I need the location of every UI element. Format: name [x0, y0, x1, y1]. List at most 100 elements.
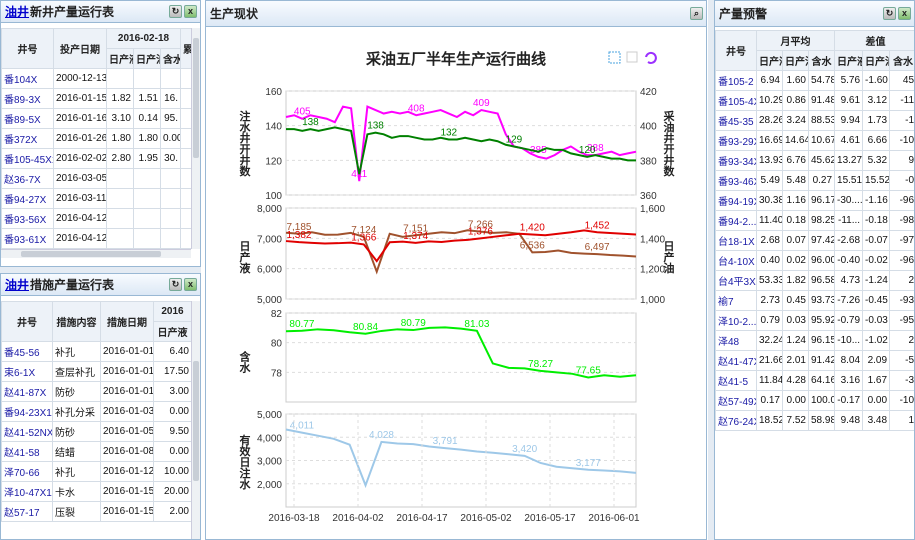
left-splitter[interactable]: [0, 267, 201, 273]
well-link[interactable]: 番89-5X: [1, 108, 54, 129]
table-row[interactable]: 番93-61X 2016-04-12: [1, 228, 192, 249]
table-row[interactable]: 番89-5X 2016-01-16 3.10 0.14 95.: [1, 108, 192, 129]
table-row[interactable]: 番105-45X1 2016-02-02 2.80 1.95 30.: [1, 148, 192, 169]
col-date[interactable]: 投产日期: [53, 28, 107, 69]
well-link[interactable]: 台4-10X: [715, 250, 757, 271]
table-row[interactable]: 番45-56 补孔 2016-01-01 6.40: [1, 341, 192, 362]
table-row[interactable]: 番94-23X1 补孔分采 2016-01-03 0.00: [1, 401, 192, 422]
col-diff-water[interactable]: 含水: [889, 50, 914, 71]
well-link[interactable]: 番105-45X1: [1, 148, 54, 169]
oil-well-link[interactable]: 油井: [5, 278, 30, 292]
table-row[interactable]: 台18-1X 2.68 0.07 97.42 -2.68 -0.07 -97: [715, 230, 914, 251]
col-diff-oil[interactable]: 日产油: [862, 50, 891, 71]
table-row[interactable]: 束6-1X 查层补孔 2016-01-01 17.50: [1, 361, 192, 382]
well-link[interactable]: 赵57-49X: [715, 390, 757, 411]
table-row[interactable]: 番89-3X 2016-01-15 1.82 1.51 16.: [1, 88, 192, 109]
table-row[interactable]: 赵41-87X 防砂 2016-01-01 3.00: [1, 381, 192, 402]
table-row[interactable]: 番93-56X 2016-04-12: [1, 208, 192, 229]
table-row[interactable]: 赵76-24X 18.52 7.52 58.98 9.48 3.48 1: [715, 410, 914, 431]
export-excel-icon[interactable]: x: [898, 7, 911, 20]
well-link[interactable]: 番45-35: [715, 110, 757, 131]
oil-well-link[interactable]: 油井: [5, 5, 30, 19]
col-daily-oil[interactable]: 日产油: [782, 50, 809, 71]
table-row[interactable]: 台4-10X 0.40 0.02 96.00 -0.40 -0.02 -96: [715, 250, 914, 271]
table-row[interactable]: 泽70-66 补孔 2016-01-12 10.00: [1, 461, 192, 482]
refresh-icon[interactable]: ↻: [169, 278, 182, 291]
well-link[interactable]: 番93-56X: [1, 208, 54, 229]
col-well[interactable]: 井号: [1, 301, 53, 342]
col-daily-liquid[interactable]: 日产液: [106, 48, 134, 69]
well-link[interactable]: 赵57-17: [1, 501, 53, 522]
well-link[interactable]: 番94-27X: [1, 188, 54, 209]
well-link[interactable]: 番89-3X: [1, 88, 54, 109]
well-link[interactable]: 番104X: [1, 68, 54, 89]
table-row[interactable]: 番93-29X 16.69 14.64 10.67 4.61 6.66 -10: [715, 130, 914, 151]
table-row[interactable]: 赵57-17 压裂 2016-01-15 2.00: [1, 501, 192, 522]
table-row[interactable]: 泽10-47X1 卡水 2016-01-15 20.00: [1, 481, 192, 502]
well-link[interactable]: 赵76-24X: [715, 410, 757, 431]
table-row[interactable]: 褕7 2.73 0.45 93.73 -7.26 -0.45 -93: [715, 290, 914, 311]
restore-icon[interactable]: [645, 51, 657, 64]
refresh-icon[interactable]: ↻: [883, 7, 896, 20]
export-excel-icon[interactable]: x: [184, 5, 197, 18]
well-link[interactable]: 束6-1X: [1, 361, 53, 382]
well-link[interactable]: 泽48: [715, 330, 757, 351]
col-daily-oil[interactable]: 日产油: [133, 48, 161, 69]
well-link[interactable]: 番93-61X: [1, 228, 54, 249]
well-link[interactable]: 赵41-87X: [1, 381, 53, 402]
export-excel-icon[interactable]: x: [184, 278, 197, 291]
table-row[interactable]: 番105-4X 10.29 0.86 91.48 9.61 3.12 -11: [715, 90, 914, 111]
right-splitter[interactable]: [708, 0, 714, 540]
well-link[interactable]: 赵41-52NX: [1, 421, 53, 442]
well-link[interactable]: 泽10-47X1: [1, 481, 53, 502]
table-row[interactable]: 番94-19X 30.38 1.16 96.17 -30.... -1.16 -96: [715, 190, 914, 211]
table-row[interactable]: 泽48 32.24 1.24 96.15 -10... -1.02 2: [715, 330, 914, 351]
well-link[interactable]: 泽70-66: [1, 461, 53, 482]
col-well[interactable]: 井号: [715, 30, 757, 71]
table-row[interactable]: 番94-27X 2016-03-11: [1, 188, 192, 209]
col-measure-date[interactable]: 措施日期: [100, 301, 154, 342]
table-row[interactable]: 泽10-2... 0.79 0.03 95.92 -0.79 -0.03 -95: [715, 310, 914, 331]
table-row[interactable]: 番93-46X 5.49 5.48 0.27 15.51 15.52 -0: [715, 170, 914, 191]
table-row[interactable]: 赵41-47X 21.66 2.01 91.42 8.04 2.09 -5: [715, 350, 914, 371]
col-diff-liquid[interactable]: 日产液: [834, 50, 864, 71]
horizontal-scrollbar[interactable]: [1, 249, 191, 258]
well-link[interactable]: 赵36-7X: [1, 168, 54, 189]
zoom-icon[interactable]: [608, 51, 621, 64]
table-row[interactable]: 赵36-7X 2016-03-05: [1, 168, 192, 189]
table-row[interactable]: 番94-2... 11.40 0.18 98.25 -11... -0.18 -98: [715, 210, 914, 231]
well-link[interactable]: 番45-56: [1, 341, 53, 362]
table-row[interactable]: 番105-2 6.94 1.60 54.78 5.76 -1.60 45: [715, 70, 914, 91]
col-daily-liquid[interactable]: 日产液: [756, 50, 783, 71]
col-daily-liquid[interactable]: 日产液: [153, 321, 192, 342]
col-well[interactable]: 井号: [1, 28, 54, 69]
table-row[interactable]: 赵41-5 11.84 4.28 64.16 3.16 1.67 -3: [715, 370, 914, 391]
well-link[interactable]: 台18-1X: [715, 230, 757, 251]
col-water-cut[interactable]: 含水: [160, 48, 181, 69]
well-link[interactable]: 番93-29X: [715, 130, 757, 151]
refresh-icon[interactable]: ↻: [169, 5, 182, 18]
vertical-scrollbar[interactable]: [191, 28, 200, 249]
print-icon[interactable]: ⌕: [690, 7, 703, 20]
well-link[interactable]: 番94-19X: [715, 190, 757, 211]
well-link[interactable]: 番372X: [1, 128, 54, 149]
well-link[interactable]: 褕7: [715, 290, 757, 311]
col-measure[interactable]: 措施内容: [52, 301, 101, 342]
well-link[interactable]: 泽10-2...: [715, 310, 757, 331]
table-row[interactable]: 番45-35 28.26 3.24 88.53 9.94 1.73 -1: [715, 110, 914, 131]
table-row[interactable]: 赵41-52NX 防砂 2016-01-05 9.50: [1, 421, 192, 442]
well-link[interactable]: 番94-2...: [715, 210, 757, 231]
table-row[interactable]: 台4平3X 53.33 1.82 96.58 4.73 -1.24 2: [715, 270, 914, 291]
well-link[interactable]: 赵41-5: [715, 370, 757, 391]
well-link[interactable]: 番94-23X1: [1, 401, 53, 422]
well-link[interactable]: 番105-2: [715, 70, 757, 91]
col-water-cut[interactable]: 含水: [807, 50, 836, 71]
vertical-scrollbar[interactable]: [191, 301, 200, 539]
table-row[interactable]: 番93-34X 13.93 6.76 45.62 13.27 5.32 9: [715, 150, 914, 171]
well-link[interactable]: 台4平3X: [715, 270, 757, 291]
well-link[interactable]: 番93-34X: [715, 150, 757, 171]
well-link[interactable]: 赵41-58: [1, 441, 53, 462]
table-row[interactable]: 番104X 2000-12-13: [1, 68, 192, 89]
